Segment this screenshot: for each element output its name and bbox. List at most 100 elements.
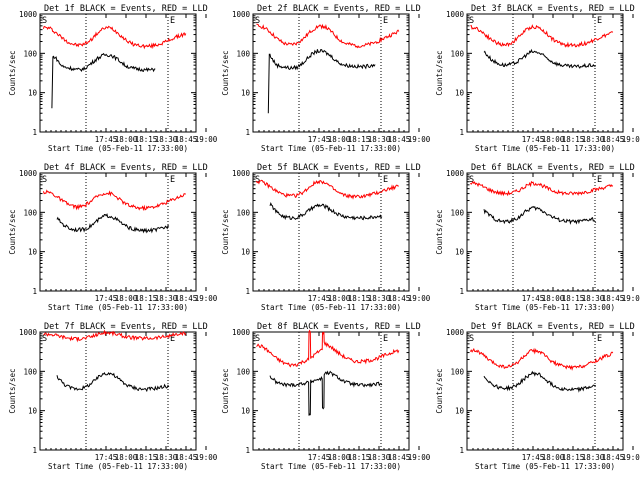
y-axis-label: Counts/sec: [8, 50, 17, 95]
y-tick-label: 1: [459, 287, 464, 296]
events-series-line: [269, 370, 383, 416]
start-marker-label: S: [469, 16, 474, 26]
y-tick-label: 1000: [232, 328, 251, 337]
chart-panel-5: Det 5f BLACK = Events, RED = LLD 1 10 100 10…: [221, 163, 431, 312]
chart-panel-9: Det 9f BLACK = Events, RED = LLD 1 10 100 10…: [435, 322, 640, 471]
lld-series-line: [43, 329, 187, 343]
chart-title: Det 5f BLACK = Events, RED = LLD: [257, 163, 421, 173]
end-marker-label: E: [170, 16, 175, 26]
y-tick-label: 1000: [446, 169, 465, 178]
y-tick-label: 1: [245, 128, 250, 137]
events-series-line: [56, 213, 170, 234]
plot-frame: [252, 172, 410, 292]
lld-series-line: [256, 23, 400, 49]
y-tick-label: 10: [455, 407, 465, 416]
x-tick-label: 18:15: [348, 453, 371, 462]
x-tick-label: 18:30: [368, 453, 391, 462]
end-marker-label: E: [383, 175, 388, 185]
y-axis-label: Counts/sec: [221, 368, 230, 413]
chart-panel-8: Det 8f BLACK = Events, RED = LLD 1 10 100 10…: [221, 322, 431, 471]
lld-series-line: [255, 179, 399, 200]
x-tick-label: 19:00: [195, 294, 218, 303]
chart-panel-4: Det 4f BLACK = Events, RED = LLD 1 10 100 10…: [8, 163, 218, 312]
x-tick-label: 19:00: [622, 294, 640, 303]
x-axis-label: Start Time (05-Feb-11 17:33:00): [475, 144, 615, 153]
x-tick-label: 18:00: [328, 294, 351, 303]
x-axis-label: Start Time (05-Feb-11 17:33:00): [261, 144, 401, 153]
start-marker-label: S: [42, 334, 47, 344]
y-tick-label: 1: [459, 128, 464, 137]
x-tick-label: 18:45: [602, 453, 625, 462]
start-marker-label: S: [255, 16, 260, 26]
x-tick-label: 18:30: [155, 453, 178, 462]
x-tick-label: 17:45: [308, 294, 331, 303]
end-marker-label: E: [170, 175, 175, 185]
y-tick-label: 100: [23, 208, 37, 217]
x-tick-label: 18:45: [388, 453, 411, 462]
y-tick-label: 1000: [232, 10, 251, 19]
x-tick-label: 19:00: [408, 135, 431, 144]
x-axis-label: Start Time (05-Feb-11 17:33:00): [261, 303, 401, 312]
end-marker-label: E: [597, 16, 602, 26]
x-tick-label: 18:00: [115, 294, 138, 303]
x-tick-label: 18:00: [542, 135, 565, 144]
y-tick-label: 1: [32, 287, 37, 296]
y-tick-label: 1000: [446, 328, 465, 337]
events-series-line: [267, 49, 376, 114]
lld-series-line: [469, 347, 614, 371]
x-axis-label: Start Time (05-Feb-11 17:33:00): [475, 462, 615, 471]
end-marker-label: E: [383, 334, 388, 344]
x-tick-label: 19:00: [408, 453, 431, 462]
x-tick-label: 17:45: [308, 135, 331, 144]
x-tick-label: 19:00: [408, 294, 431, 303]
y-tick-label: 1: [459, 446, 464, 455]
x-axis-label: Start Time (05-Feb-11 17:33:00): [261, 462, 401, 471]
y-axis-label: Counts/sec: [221, 209, 230, 254]
y-tick-label: 1: [32, 446, 37, 455]
x-tick-label: 18:45: [602, 294, 625, 303]
x-tick-label: 19:00: [195, 453, 218, 462]
y-tick-label: 100: [450, 49, 464, 58]
end-marker-label: E: [597, 334, 602, 344]
x-axis-label: Start Time (05-Feb-11 17:33:00): [48, 303, 188, 312]
y-tick-label: 1000: [446, 10, 465, 19]
plot-frame: [39, 331, 197, 451]
events-series-line: [483, 205, 597, 225]
start-marker-label: S: [255, 334, 260, 344]
events-series-line: [483, 48, 596, 69]
x-tick-label: 18:15: [348, 294, 371, 303]
start-marker-label: S: [255, 175, 260, 185]
y-tick-label: 10: [28, 248, 38, 257]
y-tick-label: 10: [28, 89, 38, 98]
y-axis-label: Counts/sec: [8, 368, 17, 413]
y-axis-label: Counts/sec: [221, 50, 230, 95]
x-tick-label: 18:00: [542, 294, 565, 303]
x-tick-label: 17:45: [522, 453, 545, 462]
y-tick-label: 1: [245, 287, 250, 296]
x-tick-label: 18:00: [328, 135, 351, 144]
start-marker-label: S: [469, 175, 474, 185]
x-tick-label: 17:45: [95, 135, 118, 144]
chart-title: Det 9f BLACK = Events, RED = LLD: [471, 322, 635, 332]
y-tick-label: 10: [241, 407, 251, 416]
x-tick-label: 18:15: [135, 294, 158, 303]
x-axis-label: Start Time (05-Feb-11 17:33:00): [48, 462, 188, 471]
y-axis-label: Counts/sec: [435, 368, 444, 413]
x-tick-label: 18:15: [135, 453, 158, 462]
events-series-line: [483, 370, 596, 393]
x-tick-label: 17:45: [95, 294, 118, 303]
y-tick-label: 1: [245, 446, 250, 455]
x-tick-label: 18:45: [175, 135, 198, 144]
y-tick-label: 1000: [232, 169, 251, 178]
y-tick-label: 100: [450, 367, 464, 376]
x-tick-label: 17:45: [522, 294, 545, 303]
chart-panel-2: Det 2f BLACK = Events, RED = LLD 1 10 100 10…: [221, 4, 431, 153]
y-tick-label: 100: [236, 49, 250, 58]
x-tick-label: 18:30: [582, 453, 605, 462]
plot-frame: [466, 331, 624, 451]
x-tick-label: 18:15: [562, 294, 585, 303]
plot-frame: [252, 331, 410, 451]
x-tick-label: 18:30: [582, 135, 605, 144]
y-tick-label: 10: [455, 89, 465, 98]
